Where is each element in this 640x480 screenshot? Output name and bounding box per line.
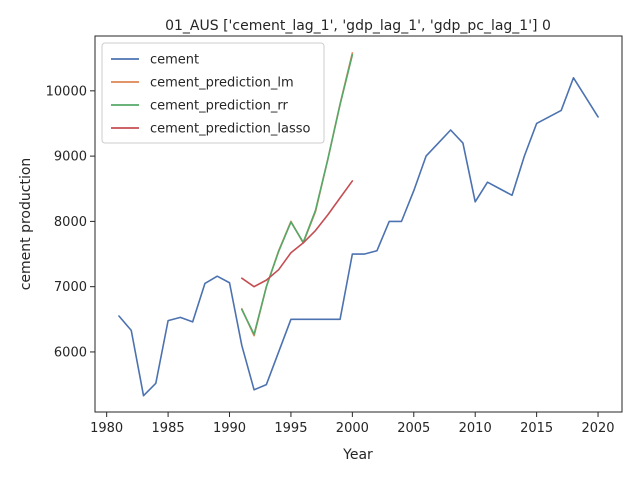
x-tick-label: 1990 (213, 421, 246, 436)
legend-label-cement: cement (150, 53, 199, 68)
x-tick-label: 2010 (459, 421, 492, 436)
x-tick-label: 2020 (581, 421, 614, 436)
x-tick-label: 2000 (336, 421, 369, 436)
legend-label-cement-prediction-lasso: cement_prediction_lasso (150, 122, 310, 137)
y-tick-label: 6000 (54, 345, 87, 360)
x-tick-label: 1995 (274, 421, 307, 436)
legend: cement cement_prediction_lm cement_predict… (101, 42, 325, 144)
x-tick-label: 1985 (152, 421, 185, 436)
x-tick-label: 1980 (90, 421, 123, 436)
legend-box (101, 42, 325, 144)
series-layer (118, 52, 599, 397)
y-tick-label: 9000 (54, 150, 87, 165)
legend-label-cement-prediction-rr: cement_prediction_rr (150, 99, 288, 114)
legend-label-cement-prediction-lm: cement_prediction_lm (150, 76, 294, 91)
y-tick-label: 8000 (54, 215, 87, 230)
y-axis-label: cement production (18, 158, 34, 291)
y-tick-label: 10000 (46, 84, 87, 99)
plot-frame (94, 35, 623, 413)
chart-title: 01_AUS ['cement_lag_1', 'gdp_lag_1', 'gd… (165, 18, 551, 34)
ticks-layer: 1980 1985 1990 1995 2000 2005 2010 2015 2020 6000… (46, 84, 615, 436)
y-tick-label: 7000 (54, 280, 87, 295)
x-axis-label: Year (342, 447, 373, 463)
series-line-cement (118, 76, 599, 397)
series-line-cement-prediction-lasso (241, 180, 354, 288)
x-tick-label: 2005 (397, 421, 430, 436)
x-tick-label: 2015 (520, 421, 553, 436)
series-line-cement-prediction-rr (241, 54, 354, 336)
